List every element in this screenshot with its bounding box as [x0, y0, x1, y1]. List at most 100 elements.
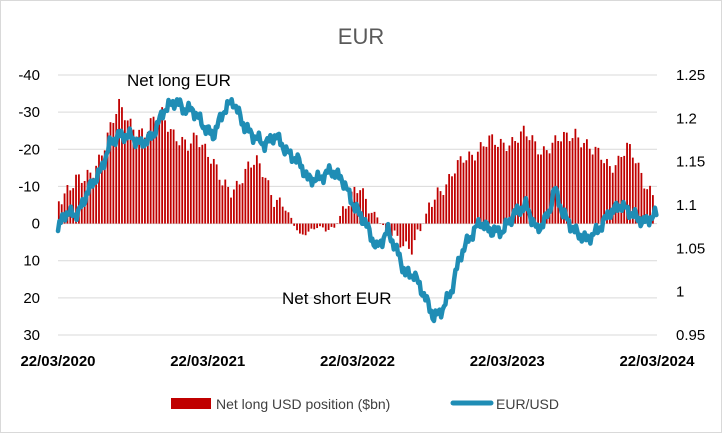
bar [178, 145, 181, 224]
bar [431, 206, 433, 224]
bar [296, 223, 298, 231]
bar [554, 135, 557, 224]
bar [465, 160, 468, 224]
bar [235, 180, 238, 224]
bar [565, 132, 568, 224]
bar [189, 143, 192, 224]
annotation-net-short: Net short EUR [282, 289, 392, 308]
bar [339, 215, 341, 224]
bar [284, 210, 287, 224]
bar [144, 137, 146, 224]
bar [585, 139, 588, 224]
bar [631, 157, 634, 224]
eurusd-line [55, 96, 659, 324]
bar [591, 154, 594, 224]
bar [442, 194, 445, 224]
right-tick-label: 1 [676, 284, 684, 301]
x-tick-label: 22/03/2020 [20, 353, 95, 370]
bar [634, 163, 637, 224]
bar [514, 141, 517, 224]
bar [72, 188, 75, 224]
bar [373, 211, 376, 224]
bar [350, 191, 353, 224]
bar [488, 135, 491, 224]
bar [359, 190, 362, 224]
bar [267, 180, 270, 224]
left-tick-label: 20 [23, 290, 40, 307]
bar [548, 153, 551, 224]
line-series [55, 96, 659, 324]
bar [181, 136, 184, 224]
bar [416, 223, 419, 230]
right-tick-label: 0.95 [676, 327, 705, 344]
bar [281, 206, 284, 224]
bar [534, 141, 537, 224]
left-tick-label: -40 [18, 67, 40, 84]
bar [571, 138, 574, 224]
bar [230, 197, 232, 224]
bar [367, 213, 370, 224]
bar [95, 165, 98, 224]
bar [617, 155, 620, 224]
bar [396, 223, 399, 236]
left-axis: -40 -30 -20 -10 0 10 20 30 [18, 67, 40, 344]
bar [485, 146, 488, 224]
bar [370, 212, 373, 224]
bar [445, 184, 448, 224]
bar [606, 158, 608, 224]
bar [342, 206, 344, 224]
bar [195, 135, 198, 224]
bar [164, 120, 166, 224]
bar [456, 160, 459, 224]
bar [468, 151, 471, 224]
bar [310, 223, 313, 229]
bar [433, 199, 436, 224]
bar [517, 142, 519, 224]
bar [408, 223, 410, 249]
bar [419, 223, 422, 232]
x-tick-label: 22/03/2024 [619, 353, 695, 370]
bar [247, 161, 250, 224]
bar [453, 173, 456, 224]
bar [597, 147, 600, 224]
bar [224, 179, 227, 224]
bar [307, 223, 310, 232]
bar [313, 223, 316, 230]
legend: Net long USD position ($bn) EUR/USD [171, 396, 559, 412]
bar [207, 156, 209, 224]
bar [123, 120, 126, 224]
bar [439, 191, 442, 224]
bar [121, 107, 123, 224]
bar [232, 189, 235, 224]
bar [126, 120, 129, 224]
bar [66, 185, 69, 224]
left-tick-label: 10 [23, 253, 40, 270]
x-tick-label: 22/03/2021 [170, 353, 245, 370]
bar [333, 223, 336, 228]
bar [583, 142, 585, 224]
right-tick-label: 1.2 [676, 110, 697, 127]
bar [146, 131, 149, 224]
bar [215, 164, 218, 224]
bar [594, 146, 597, 224]
bar [540, 154, 542, 224]
bar-series [57, 98, 654, 255]
bar [212, 158, 215, 224]
bar [75, 174, 77, 224]
bar [362, 188, 364, 224]
bar [184, 139, 186, 224]
bar [649, 185, 651, 224]
left-tick-label: -20 [18, 141, 40, 158]
bar [218, 179, 221, 224]
bar [316, 223, 319, 229]
bar [299, 223, 301, 234]
bar [436, 187, 439, 224]
bar [560, 141, 562, 224]
bar [201, 144, 204, 224]
bar [525, 136, 528, 224]
x-tick-label: 22/03/2022 [320, 353, 395, 370]
bar [557, 140, 560, 224]
bar [92, 177, 95, 224]
bar [100, 155, 103, 224]
bar [511, 137, 514, 224]
